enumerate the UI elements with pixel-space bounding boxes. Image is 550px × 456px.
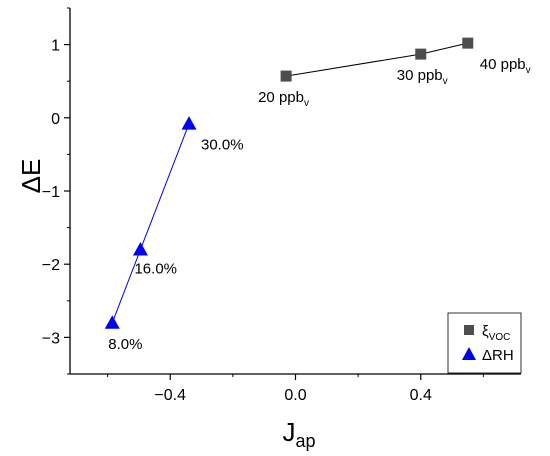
data-point-triangle bbox=[181, 116, 197, 130]
data-label: 30 ppbv bbox=[397, 67, 448, 87]
data-label-sub: v bbox=[526, 65, 531, 76]
legend-marker-rh bbox=[462, 347, 476, 360]
data-label-main: 8.0% bbox=[108, 336, 142, 353]
data-label-main: 16.0% bbox=[134, 261, 177, 278]
data-label: 16.0% bbox=[134, 261, 177, 278]
y-tick-label: 0 bbox=[51, 111, 60, 128]
data-label-main: 30.0% bbox=[201, 137, 244, 154]
x-tick-label: 0.4 bbox=[410, 387, 432, 404]
y-tick-label: −1 bbox=[42, 184, 60, 201]
data-point-square bbox=[415, 48, 427, 60]
x-tick-label: 0.0 bbox=[284, 387, 306, 404]
data-label: 20 ppbv bbox=[258, 89, 309, 109]
legend-label-rh: ΔRH bbox=[482, 347, 514, 364]
data-point-square bbox=[462, 37, 474, 49]
legend: ξVOC ΔRH bbox=[447, 312, 522, 374]
legend-label-voc-sub: VOC bbox=[489, 332, 511, 343]
data-point-triangle bbox=[132, 242, 148, 256]
x-axis-title: Jap bbox=[282, 417, 315, 451]
series-layer bbox=[104, 37, 474, 329]
axis-ticks: −0.4 0.0 0.4 −3 −2 −1 0 1 bbox=[42, 7, 484, 404]
series-line bbox=[111, 123, 190, 323]
y-tick-label: 1 bbox=[51, 38, 60, 55]
y-axis-title: ΔE bbox=[16, 159, 46, 194]
data-point-square bbox=[280, 70, 292, 82]
y-tick-label: −2 bbox=[42, 257, 60, 274]
data-label: 40 ppbv bbox=[480, 56, 531, 76]
data-label-main: 30 ppb bbox=[397, 67, 443, 84]
legend-label-voc-main: ξ bbox=[482, 323, 489, 340]
legend-box bbox=[447, 312, 522, 374]
x-axis-title-main: J bbox=[282, 417, 295, 447]
y-tick-label: −3 bbox=[42, 330, 60, 347]
data-label: 30.0% bbox=[201, 137, 244, 154]
data-label: 8.0% bbox=[108, 336, 142, 353]
legend-marker-voc bbox=[464, 325, 474, 335]
data-label-main: 20 ppb bbox=[258, 89, 304, 106]
legend-label-voc: ξVOC bbox=[482, 323, 510, 343]
data-label-sub: v bbox=[304, 98, 309, 109]
x-tick-label: −0.4 bbox=[154, 387, 186, 404]
data-label-sub: v bbox=[443, 76, 448, 87]
x-axis-title-sub: ap bbox=[295, 431, 315, 451]
data-point-triangle bbox=[104, 315, 120, 329]
data-label-main: 40 ppb bbox=[480, 56, 526, 73]
